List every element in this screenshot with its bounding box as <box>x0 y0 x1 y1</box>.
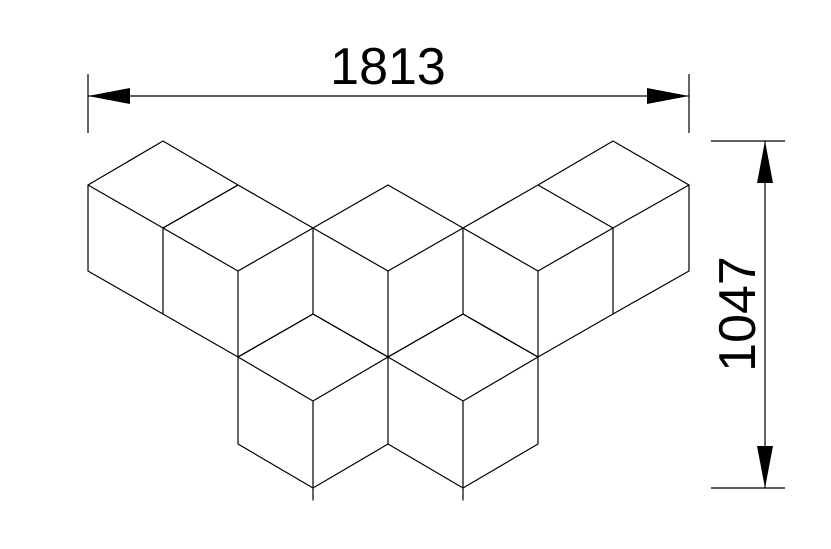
cube-outline-center-top <box>312 184 464 358</box>
width-arrow-left <box>88 88 130 104</box>
cube-outline-right-back <box>537 140 690 315</box>
width-arrow-right <box>647 88 689 104</box>
height-arrow-bottom <box>757 446 773 488</box>
width-label: 1813 <box>330 38 446 96</box>
cube-outline-right-front <box>462 184 614 358</box>
height-label: 1047 <box>709 256 767 372</box>
width-dimension: 1813 <box>87 38 690 133</box>
height-arrow-top <box>757 141 773 183</box>
cube-outline-bottom-left <box>237 313 389 489</box>
cube-outline-left-front <box>162 184 314 358</box>
cube-outlines <box>87 140 690 501</box>
height-dimension: 1047 <box>709 140 785 489</box>
cube-outline-bottom-right <box>387 313 539 489</box>
